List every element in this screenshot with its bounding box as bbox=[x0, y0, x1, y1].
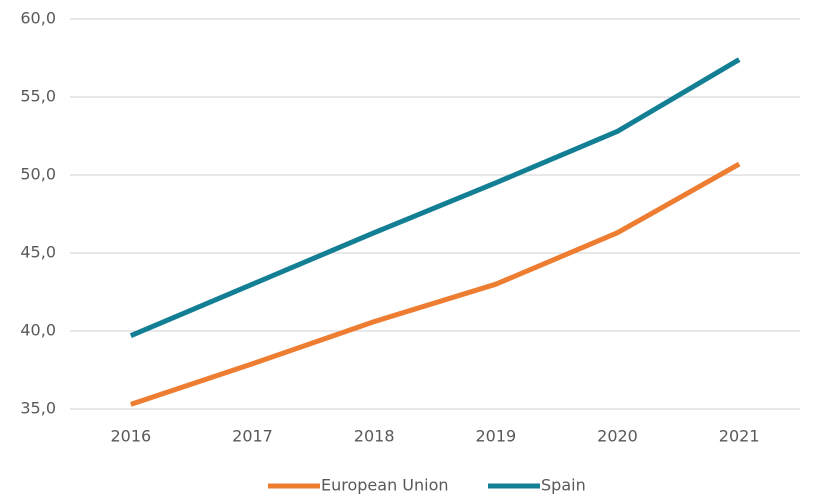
y-tick-label: 55,0 bbox=[20, 87, 56, 106]
y-tick-label: 40,0 bbox=[20, 321, 56, 340]
y-tick-label: 50,0 bbox=[20, 165, 56, 184]
y-tick-label: 60,0 bbox=[20, 9, 56, 28]
x-tick-label: 2019 bbox=[475, 427, 516, 446]
y-tick-label: 35,0 bbox=[20, 399, 56, 418]
legend-label: European Union bbox=[321, 476, 449, 495]
x-tick-label: 2016 bbox=[110, 427, 151, 446]
x-tick-label: 2020 bbox=[597, 427, 638, 446]
x-tick-label: 2021 bbox=[719, 427, 760, 446]
y-tick-label: 45,0 bbox=[20, 243, 56, 262]
data-line bbox=[129, 57, 741, 338]
data-line bbox=[130, 161, 741, 407]
legend-label: Spain bbox=[541, 476, 586, 495]
x-tick-label: 2017 bbox=[232, 427, 273, 446]
x-tick-label: 2018 bbox=[354, 427, 395, 446]
